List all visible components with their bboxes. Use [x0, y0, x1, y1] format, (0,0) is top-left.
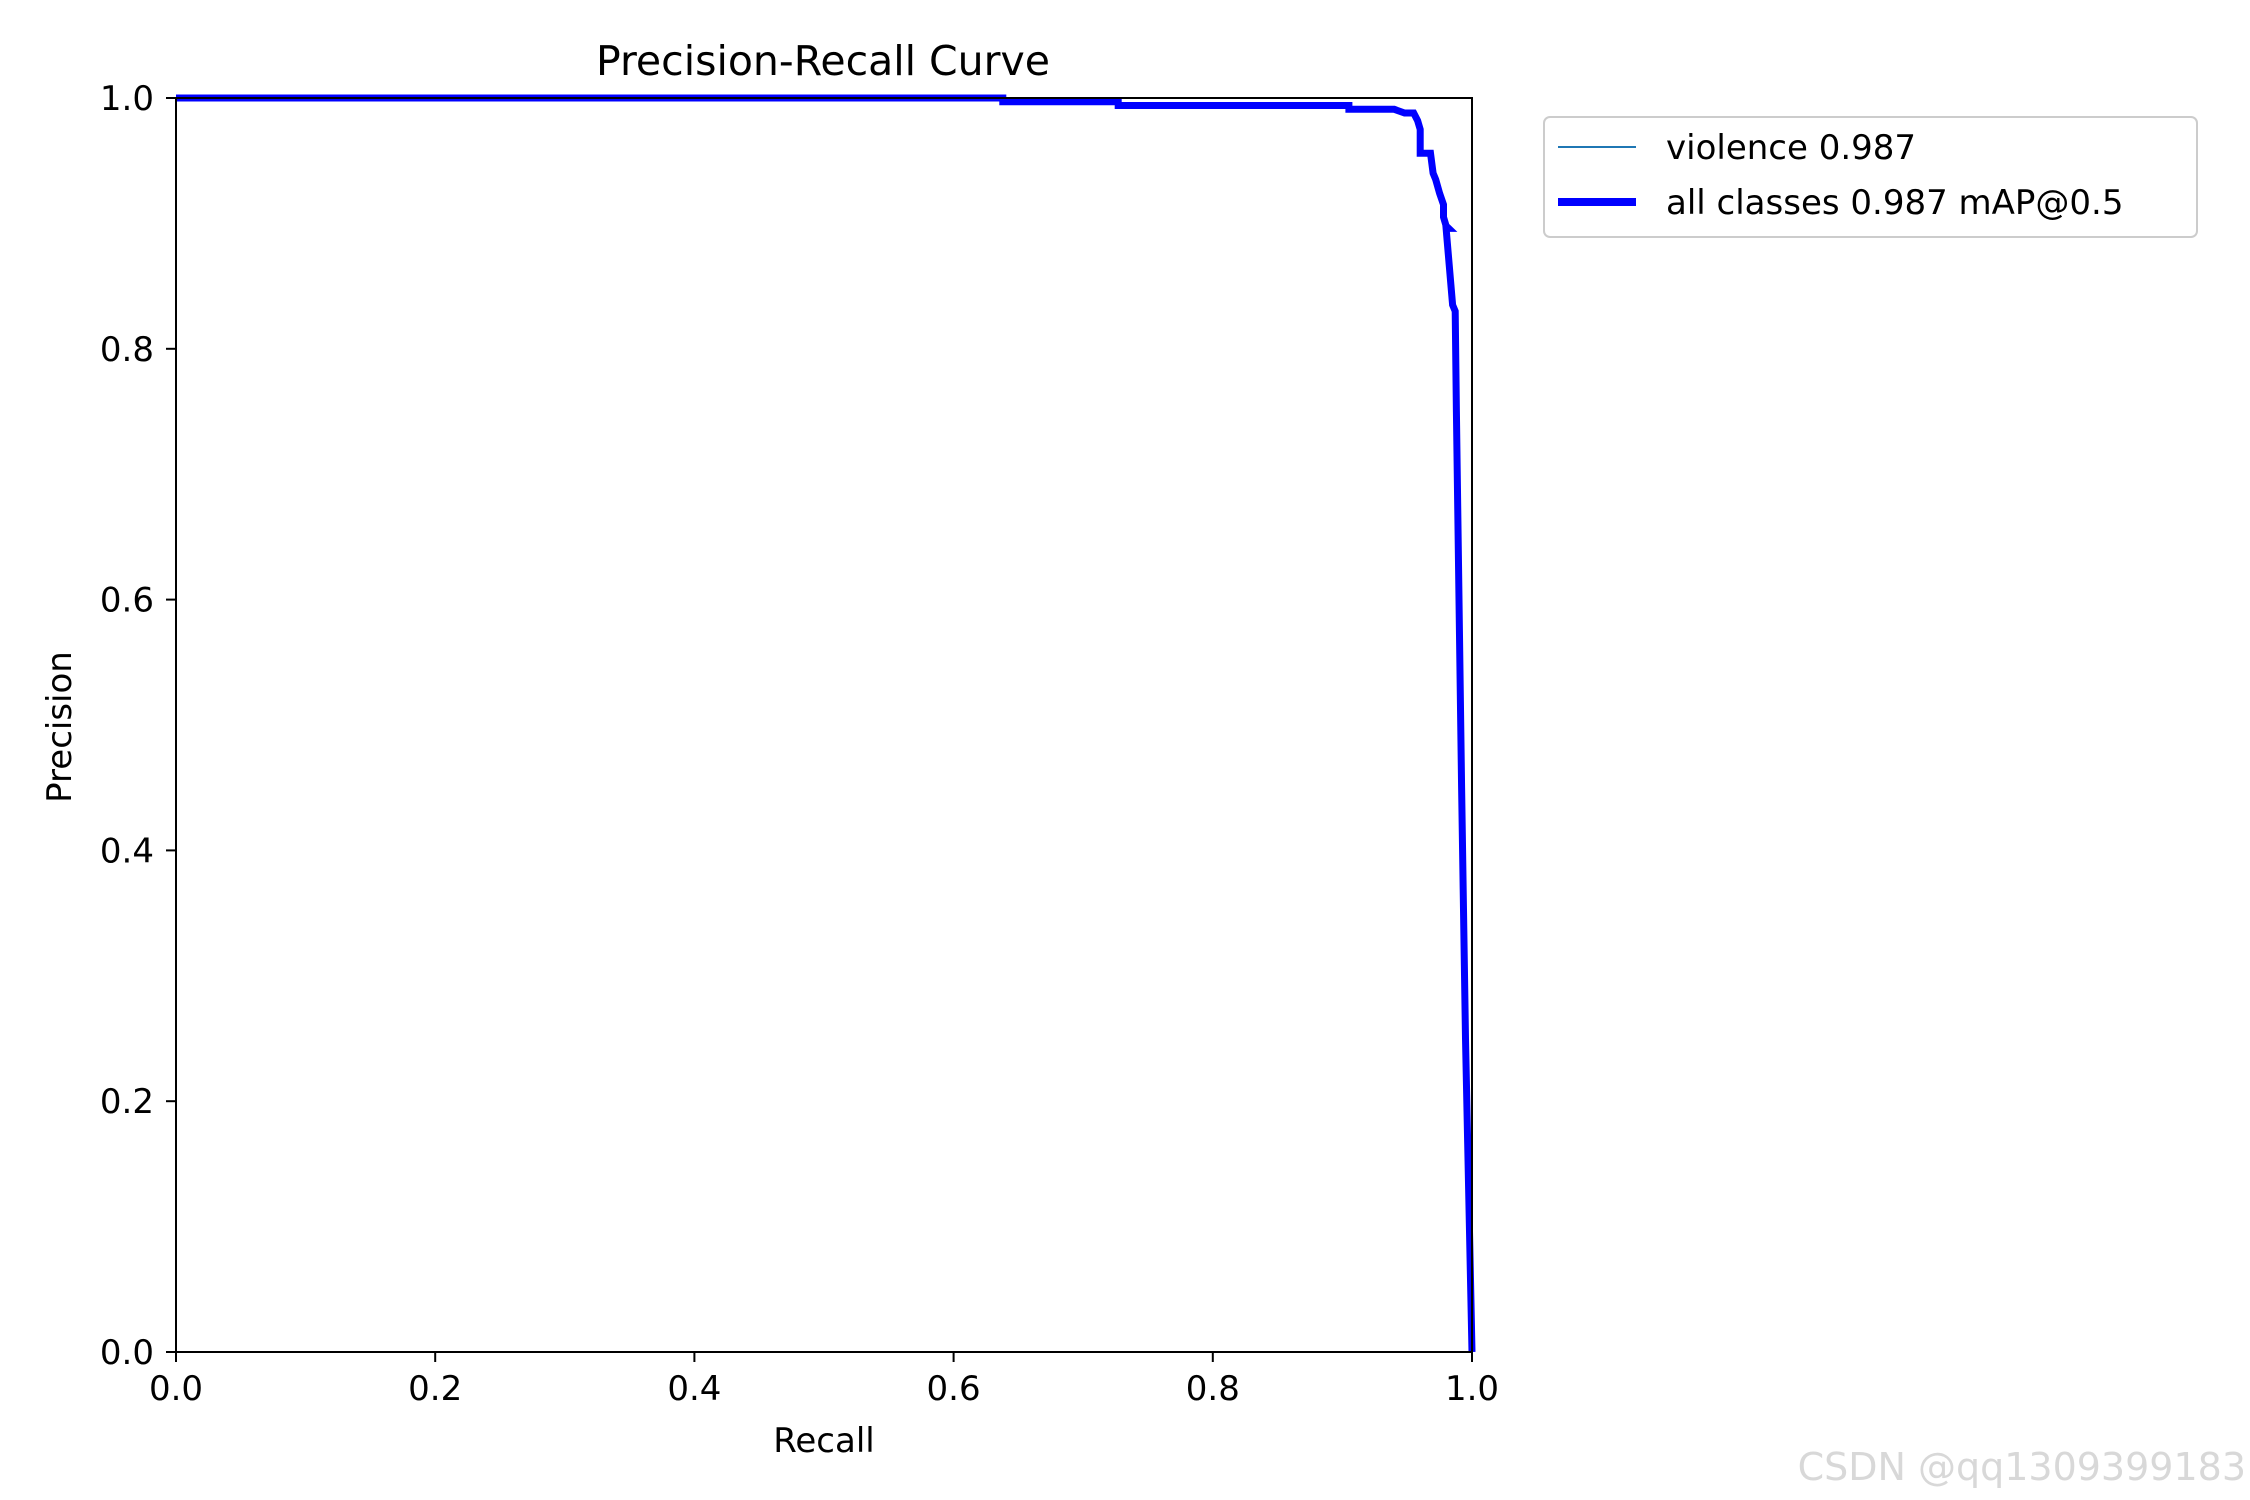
series-layer — [176, 94, 1476, 1353]
x-axis: 0.0 0.2 0.4 0.6 0.8 1.0 — [149, 1352, 1499, 1409]
legend-box — [1543, 116, 2198, 238]
x-axis-title: Recall — [773, 1421, 874, 1461]
y-tick-label: 0.6 — [100, 581, 154, 621]
x-tick-label: 0.6 — [927, 1369, 981, 1409]
y-tick-label: 0.8 — [100, 330, 154, 370]
y-tick-label: 0.2 — [100, 1082, 154, 1122]
y-tick-label: 0.0 — [100, 1333, 154, 1373]
x-tick-label: 1.0 — [1445, 1369, 1499, 1409]
series-line-all-classes — [176, 94, 1476, 1353]
legend-label-violence: violence 0.987 — [1666, 128, 1916, 168]
watermark: CSDN @qq1309399183 — [1798, 1445, 2246, 1489]
x-tick-label: 0.0 — [149, 1369, 203, 1409]
chart-title: Precision-Recall Curve — [596, 37, 1050, 85]
y-axis: 0.0 0.2 0.4 0.6 0.8 1.0 — [100, 79, 176, 1373]
x-tick-label: 0.4 — [667, 1369, 721, 1409]
y-axis-title: Precision — [40, 651, 80, 803]
plot-background — [176, 98, 1472, 1352]
y-tick-label: 0.4 — [100, 831, 154, 871]
legend: violence 0.987 all classes 0.987 mAP@0.5 — [1543, 116, 2198, 238]
legend-label-all-classes: all classes 0.987 mAP@0.5 — [1666, 183, 2123, 223]
plot-frame — [175, 97, 1473, 1353]
y-tick-label: 1.0 — [100, 79, 154, 119]
plot-area — [175, 94, 1476, 1353]
x-tick-label: 0.2 — [408, 1369, 462, 1409]
x-tick-label: 0.8 — [1186, 1369, 1240, 1409]
